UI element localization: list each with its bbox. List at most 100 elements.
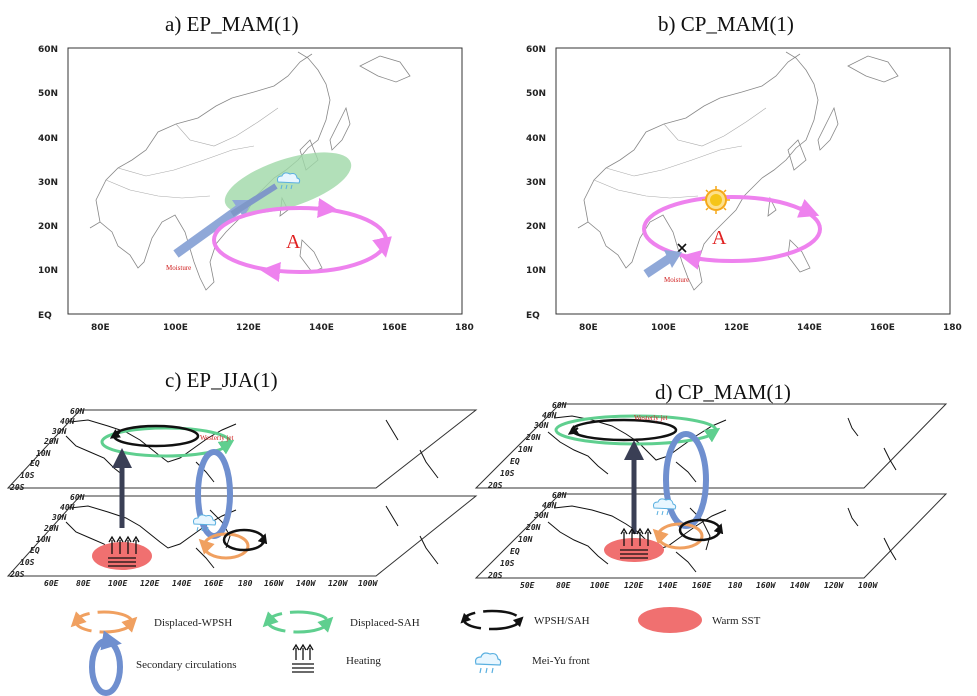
legend-displaced-sah-icon bbox=[262, 610, 334, 634]
panel-d-displaced-sah-arrow bbox=[703, 427, 721, 443]
panel-b-anticyclone bbox=[642, 195, 822, 263]
panel-b-xtick: 80E bbox=[579, 323, 598, 333]
panel-c-3d: 60N 40N 30N 20N 10N EQ 10S 20S 60N 40N 3… bbox=[6, 407, 478, 588]
panel-a-map: 60N 50N 40N 30N 20N 10N EQ 80E 100E 120E… bbox=[38, 45, 474, 333]
panel-d-xtick: 140W bbox=[790, 581, 810, 590]
panel-a-x-axis: 80E 100E 120E 140E 160E 180 bbox=[91, 323, 474, 333]
panel-d-lower-ytick: 40N bbox=[542, 501, 557, 510]
panel-c-lower-ytick: 40N bbox=[60, 503, 75, 512]
panel-a-moisture-arrow-2 bbox=[230, 183, 278, 217]
panel-b-xtick: 140E bbox=[797, 323, 822, 333]
panel-c-xtick: 120E bbox=[140, 579, 159, 588]
panel-b-ytick: 50N bbox=[526, 89, 546, 99]
panel-c-xtick: 80E bbox=[76, 579, 91, 588]
panel-c-xtick: 100E bbox=[108, 579, 127, 588]
panel-d-upper-ytick: 40N bbox=[542, 411, 557, 420]
legend-wpsh-sah-label: WPSH/SAH bbox=[534, 615, 590, 627]
panel-c-xtick: 140W bbox=[296, 579, 316, 588]
panel-d-upper-ytick: 30N bbox=[533, 421, 549, 430]
panel-c-upper-ytick: EQ bbox=[30, 459, 40, 468]
panel-d-lower-plane bbox=[474, 493, 948, 579]
panel-b-ytick: 30N bbox=[526, 178, 546, 188]
panel-d-heating-icon bbox=[620, 527, 652, 559]
panel-c-x-axis: 60E 80E 100E 120E 140E 160E 180 160W 140… bbox=[44, 579, 378, 588]
panel-b-moisture-label: Moisture bbox=[664, 276, 689, 284]
panel-b-anticyclone-arrow bbox=[797, 199, 820, 218]
panel-b-xtick: 160E bbox=[870, 323, 895, 333]
panel-b-ytick: 60N bbox=[526, 45, 546, 55]
panel-b-coastline bbox=[577, 51, 899, 291]
panel-d-lower-ytick: 60N bbox=[552, 491, 567, 500]
panel-d-upper-ytick: 20S bbox=[487, 481, 503, 490]
panel-c-lower-ytick: EQ bbox=[30, 546, 40, 555]
panel-c-lower-y-axis: 60N 40N 30N 20N 10N EQ 10S 20S bbox=[9, 493, 85, 579]
panel-c-warm-sst bbox=[92, 542, 152, 570]
panel-a-anticyclone-arrow bbox=[372, 236, 392, 258]
panel-d-xtick: 50E bbox=[520, 581, 535, 590]
panel-b-title: b) CP_MAM(1) bbox=[658, 12, 794, 36]
panel-b-ytick: 10N bbox=[526, 266, 546, 276]
panel-d-lower-ytick: 20S bbox=[487, 571, 503, 580]
panel-c-upper-ytick: 20N bbox=[43, 437, 59, 446]
panel-b-moisture-arrowhead bbox=[664, 250, 682, 268]
panel-c-upper-y-axis: 60N 40N 30N 20N 10N EQ 10S 20S bbox=[9, 407, 85, 492]
legend-warm-sst-label: Warm SST bbox=[712, 615, 761, 627]
panel-d-lower-ytick: 10N bbox=[518, 535, 533, 544]
panel-a-xtick: 160E bbox=[382, 323, 407, 333]
panel-c-lower-ytick: 60N bbox=[70, 493, 85, 502]
panel-a-xtick: 120E bbox=[236, 323, 261, 333]
legend-displaced-wpsh-icon bbox=[70, 610, 138, 634]
legend-mei-yu-front-label: Mei-Yu front bbox=[532, 655, 590, 667]
panel-d-lower-ytick: EQ bbox=[510, 547, 520, 556]
panel-c-upper-ytick: 20S bbox=[9, 483, 25, 492]
panel-a-ytick: 40N bbox=[38, 134, 58, 144]
panel-d-upper-ytick: 20N bbox=[525, 433, 541, 442]
panel-d-xtick: 140E bbox=[658, 581, 677, 590]
panel-a-borders bbox=[105, 107, 279, 199]
panel-c-wpsh-arrow bbox=[257, 533, 268, 545]
panel-d-xtick: 160W bbox=[756, 581, 776, 590]
panel-c-xtick: 60E bbox=[44, 579, 59, 588]
panel-d-sah-arrow bbox=[567, 425, 579, 435]
panel-b-cross-icon bbox=[677, 243, 687, 253]
panel-b-ytick: 20N bbox=[526, 222, 546, 232]
legend-heating-icon bbox=[292, 643, 314, 673]
panel-d-upper-y-axis: 60N 40N 30N 20N 10N EQ 10S 20S bbox=[487, 401, 567, 490]
panel-d-jet-label: Westerly jet bbox=[634, 414, 668, 422]
legend-wpsh-sah-icon bbox=[460, 609, 524, 631]
panel-c-jet-label: Westerly jet bbox=[200, 434, 234, 442]
panel-c-xtick: 160E bbox=[204, 579, 223, 588]
panel-d-xtick: 120E bbox=[624, 581, 643, 590]
panel-d-lower-ytick: 30N bbox=[533, 511, 549, 520]
panel-d-upper-ytick: 10S bbox=[500, 469, 515, 478]
panel-b-ytick: 40N bbox=[526, 134, 546, 144]
panel-d-mei-yu-cloud-icon bbox=[653, 498, 677, 516]
panel-b-borders bbox=[593, 107, 767, 199]
panel-a-xtick: 180 bbox=[455, 323, 474, 333]
panel-a-anticyclone-arrow bbox=[260, 262, 281, 282]
panel-d-upper-ytick: EQ bbox=[510, 457, 520, 466]
panel-c-title: c) EP_JJA(1) bbox=[165, 368, 278, 392]
legend-displaced-wpsh-label: Displaced-WPSH bbox=[154, 617, 232, 629]
panel-c-upper-ytick: 60N bbox=[70, 407, 85, 416]
panel-d-secondary-circulation bbox=[663, 431, 709, 529]
panel-c-xtick: 120W bbox=[328, 579, 348, 588]
panel-c-lower-plane bbox=[6, 495, 478, 577]
panel-a-moisture-label: Moisture bbox=[166, 264, 191, 272]
panel-d-displaced-wpsh-arrow bbox=[652, 528, 669, 545]
panel-d-title: d) CP_MAM(1) bbox=[655, 380, 791, 404]
panel-a-y-axis: 60N 50N 40N 30N 20N 10N EQ bbox=[38, 45, 58, 321]
legend-displaced-sah-label: Displaced-SAH bbox=[350, 617, 420, 629]
panel-d-x-axis: 50E 80E 100E 120E 140E 160E 180 160W 140… bbox=[520, 581, 878, 590]
panel-c-lower-ytick: 30N bbox=[51, 513, 67, 522]
panel-c-upper-ytick: 10S bbox=[20, 471, 35, 480]
panel-d-lower-y-axis: 60N 40N 30N 20N 10N EQ 10S 20S bbox=[487, 491, 567, 580]
panel-b-anomaly-label: A bbox=[712, 227, 727, 249]
panel-b-anticyclone-arrow bbox=[680, 250, 702, 270]
legend-secondary-circulations-label: Secondary circulations bbox=[136, 659, 237, 671]
panel-a-xtick: 100E bbox=[163, 323, 188, 333]
panel-c-lower-ytick: 20S bbox=[9, 570, 25, 579]
panel-b-moisture-arrow bbox=[643, 254, 673, 278]
panel-b-xtick: 180 bbox=[943, 323, 962, 333]
panel-b-ytick: EQ bbox=[526, 311, 540, 321]
